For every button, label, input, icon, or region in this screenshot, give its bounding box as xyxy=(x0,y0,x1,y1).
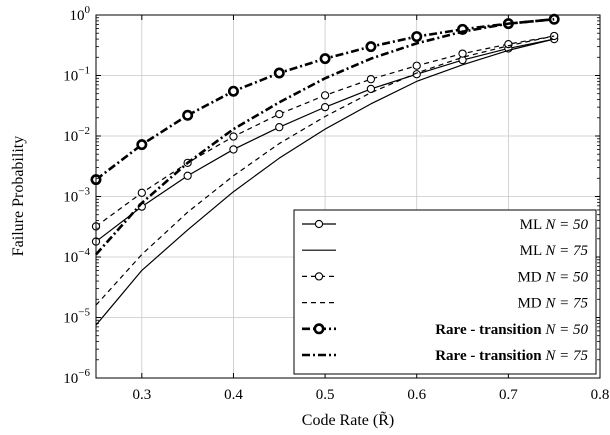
axis-ticks xyxy=(96,14,601,379)
y-tick-label: 10−1 xyxy=(63,65,90,85)
series-1-point xyxy=(320,102,330,112)
series-5-point xyxy=(319,53,331,65)
y-tick-label: 10−4 xyxy=(63,246,90,266)
series-layer xyxy=(90,13,560,326)
y-tick-label: 100 xyxy=(70,4,91,24)
x-tick-label: 0.8 xyxy=(591,387,610,403)
series-1-point xyxy=(229,145,238,154)
series-1-point xyxy=(366,84,376,94)
legend-box xyxy=(293,209,597,375)
legend-swatch-point xyxy=(314,219,324,229)
legend-entry-label: ML N = 50 xyxy=(520,217,589,233)
legend-entry-label: Rare - transition N = 75 xyxy=(435,348,588,364)
series-1-point xyxy=(183,171,192,180)
series-5-point xyxy=(182,109,194,121)
series-3-point xyxy=(458,49,467,58)
series-3-point xyxy=(229,132,238,141)
legend-swatch-point xyxy=(313,323,325,335)
series-3-point xyxy=(320,91,330,100)
x-tick-label: 0.7 xyxy=(499,387,518,403)
x-axis-label: Code Rate (R̃) xyxy=(302,411,394,429)
series-5-point xyxy=(411,31,423,43)
legend-entry-label: MD N = 75 xyxy=(517,296,588,312)
series-3-point xyxy=(275,109,284,119)
legend-entry-label: Rare - transition N = 50 xyxy=(435,322,588,338)
series-2 xyxy=(95,38,555,326)
x-tick-label: 0.5 xyxy=(316,387,335,403)
series-5-point xyxy=(365,41,377,53)
series-6 xyxy=(95,17,555,256)
series-4 xyxy=(95,35,555,306)
legend-entry-label: MD N = 50 xyxy=(517,269,588,285)
series-5-point xyxy=(273,67,285,79)
series-5-point xyxy=(227,85,239,97)
series-3-point xyxy=(550,31,559,41)
series-5-point xyxy=(548,13,560,25)
y-tick-label: 10−3 xyxy=(63,186,90,206)
series-6-line xyxy=(95,17,555,256)
tick-labels: 0.3 0.4 0.5 0.6 0.7 0.8 10−6 10−5 10−4 10−3 10−2 10… xyxy=(63,4,609,403)
y-tick-label: 10−2 xyxy=(63,125,90,145)
series-3-point xyxy=(137,188,146,197)
legend-entry-label: ML N = 75 xyxy=(520,243,589,259)
series-3-point xyxy=(366,75,376,84)
x-tick-label: 0.4 xyxy=(224,387,243,403)
legend-swatch-point xyxy=(314,272,324,281)
series-5-point xyxy=(136,139,148,151)
series-3-point xyxy=(504,39,513,49)
legend: ML N = 50 ML N = 75 MD N = 50 MD N = 75 Rare… xyxy=(293,209,597,375)
series-4-line xyxy=(95,35,555,306)
series-2-line xyxy=(95,38,555,326)
y-tick-label: 10−6 xyxy=(63,367,90,387)
x-tick-label: 0.6 xyxy=(407,387,426,403)
y-tick-label: 10−5 xyxy=(63,307,90,327)
series-1-point xyxy=(275,123,284,132)
x-tick-label: 0.3 xyxy=(132,387,151,403)
y-axis-label: Failure Probability xyxy=(10,136,27,256)
series-3-point xyxy=(412,61,421,70)
